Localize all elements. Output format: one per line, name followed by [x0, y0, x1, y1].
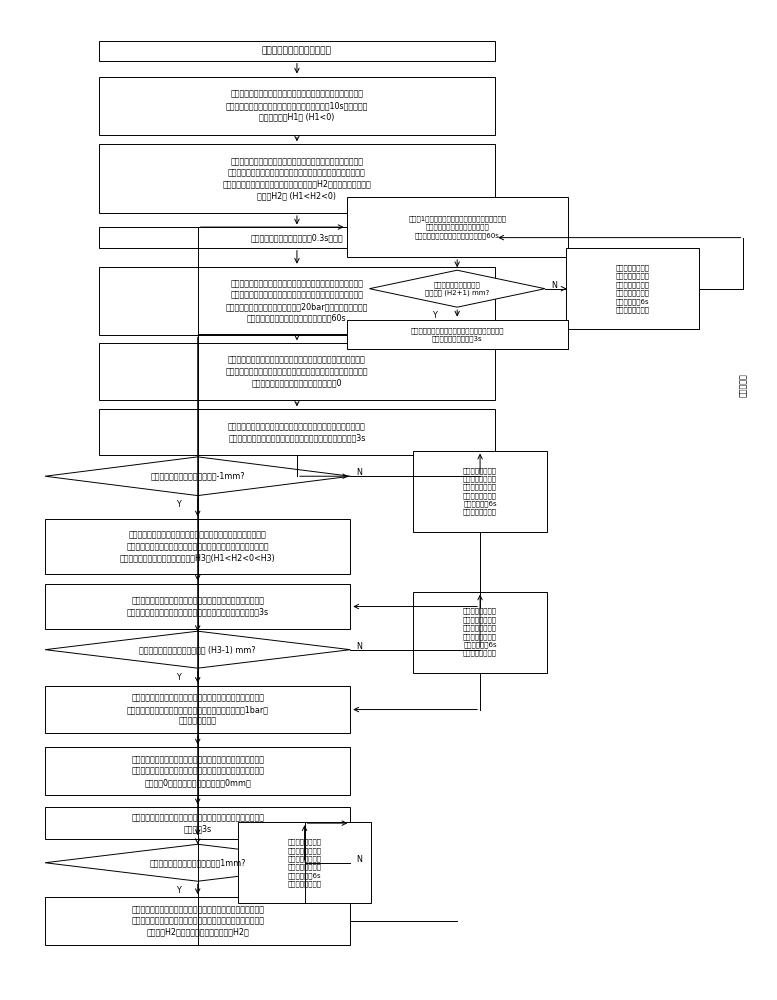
Text: 试验控制器闭合继电器，使直流电源给空气压缩机供电，同时打开
气囊阀，使空气压缩机给气囊充气，气囊内气压逐渐升高，车身高度
逐渐升高，直至车身高度传感器的值大于0: 试验控制器闭合继电器，使直流电源给空气压缩机供电，同时打开 气囊阀，使空气压缩机… — [225, 356, 368, 387]
Polygon shape — [45, 631, 350, 668]
FancyBboxPatch shape — [99, 77, 495, 135]
FancyBboxPatch shape — [99, 409, 495, 455]
FancyBboxPatch shape — [99, 343, 495, 400]
Text: 试验控制器对作动缸进行恒定力控制的方式，并一直保持，打开
储气罐阀、气囊阀、空气压缩机阀、泄压阀，持续10s，此时达到
悬架起始高度H1处 (H1<0): 试验控制器对作动缸进行恒定力控制的方式，并一直保持，打开 储气罐阀、气囊阀、空气… — [226, 90, 368, 122]
FancyBboxPatch shape — [99, 227, 495, 248]
Text: 试验控制器闭合继电器，使直流电源给空气压缩机供电，同时打开
气囊阀，使空气压缩机给气囊充气，气囊内气压逐渐升高，车身高度
逐渐升高，直至达到悬架下跳板限位H3处: 试验控制器闭合继电器，使直流电源给空气压缩机供电，同时打开 气囊阀，使空气压缩机… — [120, 531, 276, 563]
Text: Y: Y — [432, 311, 437, 320]
Text: 试验控制器打开泄压阀，持续0.3s后关闭: 试验控制器打开泄压阀，持续0.3s后关闭 — [251, 233, 343, 242]
Text: 试验控制器打开继电器，使直流电源停止给空气压缩机供电，同时
关闭气囊阀，气囊内气压逐渐降低，车身高度逐渐降低，持续3s: 试验控制器打开继电器，使直流电源停止给空气压缩机供电，同时 关闭气囊阀，气囊内气… — [228, 422, 366, 442]
Text: 试验控制器同时打
开储气罐阀和气囊
阀，储气罐向气囊
供气，车身高度逐
渐升高，持续6s
后，关闭储气罐阀: 试验控制器同时打 开储气罐阀和气囊 阀，储气罐向气囊 供气，车身高度逐 渐升高，… — [463, 467, 497, 515]
Text: 试验控制器同时打
开储气罐阀和气囊
阀，气囊向储气罐
排气，车身高度逐
渐降低，持续6s
后，关闭储气罐阀: 试验控制器同时打 开储气罐阀和气囊 阀，气囊向储气罐 排气，车身高度逐 渐降低，… — [615, 264, 650, 313]
Text: 试验控制器保持继电器打开状态，同时打开储气罐阀及泄压阀，
使储气罐阀内的气压逐渐降低，直到压力传感器的值变为1bar左
右，关闭储气罐阀: 试验控制器保持继电器打开状态，同时打开储气罐阀及泄压阀， 使储气罐阀内的气压逐渐… — [127, 694, 269, 725]
Polygon shape — [369, 270, 545, 307]
FancyBboxPatch shape — [45, 584, 350, 629]
FancyBboxPatch shape — [566, 248, 699, 329]
Text: 试验控制器关闭气囊阀，气囊内气压逐渐升高，车
身高度逐渐升高，持续3s: 试验控制器关闭气囊阀，气囊内气压逐渐升高，车 身高度逐渐升高，持续3s — [410, 327, 504, 342]
FancyBboxPatch shape — [99, 267, 495, 335]
Text: 判断车身高度传感器值是否大于 (H3-1) mm?: 判断车身高度传感器值是否大于 (H3-1) mm? — [139, 645, 256, 654]
Text: N: N — [357, 855, 362, 864]
FancyBboxPatch shape — [45, 807, 350, 839]
FancyBboxPatch shape — [45, 747, 350, 795]
Text: 判断车身高度传感器值是否大于-1mm?: 判断车身高度传感器值是否大于-1mm? — [151, 472, 245, 481]
FancyBboxPatch shape — [45, 897, 350, 945]
Polygon shape — [45, 457, 350, 496]
Text: Y: Y — [176, 673, 181, 682]
FancyBboxPatch shape — [45, 519, 350, 574]
Text: 完成对1次试验的一次循环试验，试验控制器开启继
电器，使压缩机停止工作，并关闭
空气压缩机阀及气囊阀及泄压阀，保持60s: 完成对1次试验的一次循环试验，试验控制器开启继 电器，使压缩机停止工作，并关闭 … — [408, 215, 506, 239]
Polygon shape — [45, 844, 350, 881]
Text: 试验控制器闭合继电器，使直流电源给空气压缩机供电，同时打
开储气罐阀，使空气压缩机给储气罐充气，储气罐内气压逐渐升
高，直至压力传感器测得的压力值为20bar，: 试验控制器闭合继电器，使直流电源给空气压缩机供电，同时打 开储气罐阀，使空气压缩… — [226, 279, 368, 323]
FancyBboxPatch shape — [238, 822, 371, 903]
Text: 试验控制器保持继电器打开状态，同时打开气囊阀及泄压阀，使
气囊内气压逐渐降低，车身高度逐渐降低，直至车身高度传感器
的值小于0，即达到悬架设计载荷高度0mm处: 试验控制器保持继电器打开状态，同时打开气囊阀及泄压阀，使 气囊内气压逐渐降低，车… — [131, 755, 264, 787]
Text: N: N — [551, 281, 557, 290]
Text: Y: Y — [176, 500, 181, 509]
Text: 下一次循环: 下一次循环 — [739, 374, 747, 397]
FancyBboxPatch shape — [99, 41, 495, 61]
FancyBboxPatch shape — [347, 197, 568, 257]
Text: 试验控制器关闭气囊阀，气囊内气压逐渐升高，车身高度逐渐升
高，持续3s: 试验控制器关闭气囊阀，气囊内气压逐渐升高，车身高度逐渐升 高，持续3s — [131, 813, 264, 833]
Text: N: N — [357, 642, 362, 651]
Text: 试验控制器打开继电器，使直流电源停止给空气压缩机供电，同
时关闭气囊阀，气囊内气压逐渐降低，车身高度逐渐降低，持续3s: 试验控制器打开继电器，使直流电源停止给空气压缩机供电，同 时关闭气囊阀，气囊内气… — [127, 596, 269, 617]
Text: 判断车身高度传感器的值是否小于1mm?: 判断车身高度传感器的值是否小于1mm? — [149, 858, 246, 867]
Text: Y: Y — [176, 886, 181, 895]
Text: N: N — [357, 468, 362, 477]
Text: 试验控制器同时打
开储气罐阀和气囊
阀，储气罐向气囊
供气，车身高度逐
渐升高，持续6s
后，关闭储气罐阀: 试验控制器同时打 开储气罐阀和气囊 阀，储气罐向气囊 供气，车身高度逐 渐升高，… — [463, 608, 497, 656]
FancyBboxPatch shape — [413, 592, 547, 673]
FancyBboxPatch shape — [347, 320, 568, 349]
FancyBboxPatch shape — [45, 686, 350, 733]
FancyBboxPatch shape — [99, 144, 495, 213]
Text: 试验控制器保持继电器打开状态，同时打开气囊阀及泄压阀，使
气囊内气压逐渐降低，车身高度逐渐降低，直至车身高度传感器
的值小于H2，即达到悬架下跳板限高度H2处: 试验控制器保持继电器打开状态，同时打开气囊阀及泄压阀，使 气囊内气压逐渐降低，车… — [131, 905, 264, 937]
Text: 试验控制器闭合继电器，使直流电源给空气压缩机供电，同时打
开气囊阀，使空气压缩机给气囊充气，气囊内气压逐渐升高，车身
高度逐渐升高，直至车身高度传感器的值大于H: 试验控制器闭合继电器，使直流电源给空气压缩机供电，同时打 开气囊阀，使空气压缩机… — [222, 157, 371, 200]
FancyBboxPatch shape — [413, 451, 547, 532]
Text: 空气悬架气囊的耐久试验开始: 空气悬架气囊的耐久试验开始 — [262, 46, 332, 55]
Text: 试验控制器同时打
开储气罐阀和气囊
阀，气囊向储气罐
排气，车身高度逐
渐降低，持续6s
后，关闭储气罐阀: 试验控制器同时打 开储气罐阀和气囊 阀，气囊向储气罐 排气，车身高度逐 渐降低，… — [287, 839, 322, 887]
Text: 判断车身高度传感器的值
是否小于 (H2+1) mm?: 判断车身高度传感器的值 是否小于 (H2+1) mm? — [425, 281, 490, 296]
